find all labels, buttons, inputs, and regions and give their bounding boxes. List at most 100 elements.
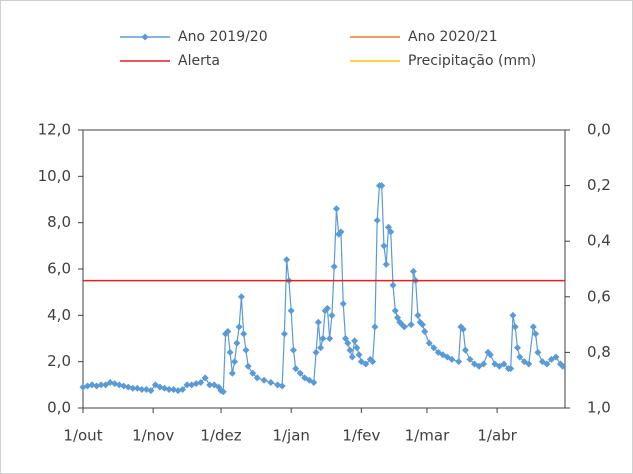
data-point [400,323,408,331]
data-point [407,321,415,329]
x-tick-label: 1/out [63,427,102,445]
data-point [278,382,286,390]
data-point [516,353,524,361]
y2-tick-label: 0,6 [587,287,611,305]
data-point [328,311,336,319]
data-point [240,330,248,338]
data-point [382,260,390,268]
data-point [421,328,429,336]
legend-label: Alerta [178,53,220,69]
data-point [511,323,519,331]
data-point [226,348,234,356]
data-point [373,216,381,224]
legend-label: Ano 2020/21 [408,29,498,45]
data-point [292,365,300,373]
data-point [387,228,395,236]
data-point [369,358,377,366]
legend-marker [141,33,149,41]
data-point [249,369,257,377]
data-point [486,351,494,359]
data-point [219,388,227,396]
data-point [233,339,241,347]
y2-tick-label: 0,2 [587,176,611,194]
data-point [378,182,386,190]
data-point [253,374,261,382]
data-point [348,353,356,361]
data-point [418,321,426,329]
x-tick-label: 1/fev [342,427,380,445]
data-point [323,304,331,312]
y2-tick-label: 0,0 [587,121,611,139]
data-point [197,379,205,387]
data-point [231,358,239,366]
legend-label: Precipitação (mm) [408,53,536,69]
data-point [409,267,417,275]
data-point [317,344,325,352]
data-point [425,339,433,347]
data-point [165,385,173,393]
data-point [362,360,370,368]
x-tick-label: 1/nov [132,427,174,445]
data-point [466,355,474,363]
y-tick-label: 2,0 [47,352,71,370]
data-point [237,293,245,301]
data-point [280,330,288,338]
data-point [228,369,236,377]
x-tick-label: 1/mar [405,427,450,445]
y-tick-label: 6,0 [47,260,71,278]
data-point [289,346,297,354]
data-point [353,344,361,352]
data-point [529,323,537,331]
data-point [355,351,363,359]
data-point [242,346,250,354]
data-point [314,318,322,326]
data-point [391,307,399,315]
data-point [543,360,551,368]
y-tick-label: 4,0 [47,306,71,324]
data-point [319,335,327,342]
data-point [224,328,232,336]
data-point [513,344,521,352]
data-point [326,335,334,342]
data-point [344,339,352,347]
data-point [480,360,488,368]
data-point [312,348,320,356]
data-point [330,263,338,271]
data-point [339,300,347,308]
data-point [534,348,542,356]
data-point [183,381,191,389]
data-point [244,362,252,370]
data-point [296,369,304,377]
data-point [532,330,540,338]
y-tick-label: 10,0 [38,167,71,185]
data-point [138,385,146,393]
data-point [267,379,275,387]
data-point [332,205,340,213]
data-point [346,346,354,354]
data-point [201,374,209,382]
data-point [455,358,463,366]
data-point [559,362,567,370]
y-tick-label: 12,0 [38,121,71,139]
data-point [500,360,508,368]
data-point [461,346,469,354]
y2-tick-label: 1,0 [587,399,611,417]
x-tick-label: 1/jan [272,427,309,445]
y-tick-label: 0,0 [47,399,71,417]
data-point [430,344,438,352]
data-point [380,242,388,250]
y2-tick-label: 0,8 [587,343,611,361]
legend-label: Ano 2019/20 [178,29,268,45]
data-point [287,307,295,315]
data-point [235,323,243,331]
data-point [283,256,291,264]
data-point [525,360,533,368]
data-point [206,381,214,389]
data-point [310,379,318,387]
x-tick-label: 1/abr [477,427,517,445]
data-point [260,376,268,384]
data-point [179,385,187,393]
y2-tick-label: 0,4 [587,232,611,250]
